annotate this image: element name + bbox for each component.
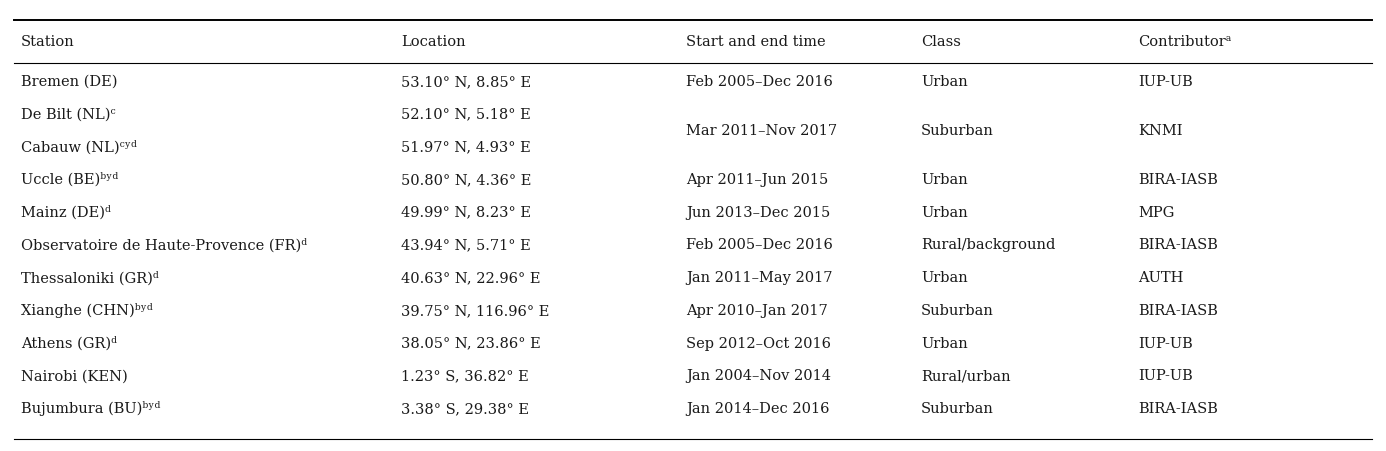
- Text: Urban: Urban: [922, 271, 967, 285]
- Text: Class: Class: [922, 35, 960, 49]
- Text: BIRA-IASB: BIRA-IASB: [1138, 304, 1218, 318]
- Text: Observatoire de Haute-Provence (FR)ᵈ: Observatoire de Haute-Provence (FR)ᵈ: [21, 238, 306, 253]
- Text: KNMI: KNMI: [1138, 124, 1184, 138]
- Text: Mainz (DE)ᵈ: Mainz (DE)ᵈ: [21, 206, 111, 220]
- Text: 50.80° N, 4.36° E: 50.80° N, 4.36° E: [401, 173, 531, 187]
- Text: Jan 2011–May 2017: Jan 2011–May 2017: [686, 271, 833, 285]
- Text: Nairobi (KEN): Nairobi (KEN): [21, 369, 128, 383]
- Text: Contributorᵃ: Contributorᵃ: [1138, 35, 1232, 49]
- Text: 38.05° N, 23.86° E: 38.05° N, 23.86° E: [401, 336, 541, 350]
- Text: 49.99° N, 8.23° E: 49.99° N, 8.23° E: [401, 206, 531, 220]
- Text: Suburban: Suburban: [922, 402, 994, 416]
- Text: Rural/urban: Rural/urban: [922, 369, 1010, 383]
- Text: 40.63° N, 22.96° E: 40.63° N, 22.96° E: [401, 271, 541, 285]
- Text: Cabauw (NL)ᶜʸᵈ: Cabauw (NL)ᶜʸᵈ: [21, 140, 137, 154]
- Text: Station: Station: [21, 35, 75, 49]
- Text: Start and end time: Start and end time: [686, 35, 826, 49]
- Text: Jan 2004–Nov 2014: Jan 2004–Nov 2014: [686, 369, 832, 383]
- Text: Urban: Urban: [922, 75, 967, 89]
- Text: Mar 2011–Nov 2017: Mar 2011–Nov 2017: [686, 124, 837, 138]
- Text: Bujumbura (BU)ᵇʸᵈ: Bujumbura (BU)ᵇʸᵈ: [21, 401, 159, 416]
- Text: MPG: MPG: [1138, 206, 1175, 220]
- Text: Feb 2005–Dec 2016: Feb 2005–Dec 2016: [686, 239, 833, 253]
- Text: Athens (GR)ᵈ: Athens (GR)ᵈ: [21, 336, 116, 351]
- Text: 53.10° N, 8.85° E: 53.10° N, 8.85° E: [401, 75, 531, 89]
- Text: IUP-UB: IUP-UB: [1138, 75, 1193, 89]
- Text: 3.38° S, 29.38° E: 3.38° S, 29.38° E: [401, 402, 529, 416]
- Text: Urban: Urban: [922, 336, 967, 350]
- Text: Sep 2012–Oct 2016: Sep 2012–Oct 2016: [686, 336, 832, 350]
- Text: Thessaloniki (GR)ᵈ: Thessaloniki (GR)ᵈ: [21, 271, 158, 285]
- Text: 52.10° N, 5.18° E: 52.10° N, 5.18° E: [401, 107, 531, 122]
- Text: BIRA-IASB: BIRA-IASB: [1138, 239, 1218, 253]
- Text: Urban: Urban: [922, 173, 967, 187]
- Text: Feb 2005–Dec 2016: Feb 2005–Dec 2016: [686, 75, 833, 89]
- Text: Jan 2014–Dec 2016: Jan 2014–Dec 2016: [686, 402, 830, 416]
- Text: BIRA-IASB: BIRA-IASB: [1138, 402, 1218, 416]
- Text: BIRA-IASB: BIRA-IASB: [1138, 173, 1218, 187]
- Text: Bremen (DE): Bremen (DE): [21, 75, 118, 89]
- Text: IUP-UB: IUP-UB: [1138, 336, 1193, 350]
- Text: 39.75° N, 116.96° E: 39.75° N, 116.96° E: [401, 304, 549, 318]
- Text: 1.23° S, 36.82° E: 1.23° S, 36.82° E: [401, 369, 528, 383]
- Text: 51.97° N, 4.93° E: 51.97° N, 4.93° E: [401, 140, 531, 154]
- Text: Apr 2011–Jun 2015: Apr 2011–Jun 2015: [686, 173, 829, 187]
- Text: Xianghe (CHN)ᵇʸᵈ: Xianghe (CHN)ᵇʸᵈ: [21, 304, 152, 318]
- Text: 43.94° N, 5.71° E: 43.94° N, 5.71° E: [401, 239, 531, 253]
- Text: Rural/background: Rural/background: [922, 239, 1056, 253]
- Text: Suburban: Suburban: [922, 124, 994, 138]
- Text: Uccle (BE)ᵇʸᵈ: Uccle (BE)ᵇʸᵈ: [21, 173, 118, 187]
- Text: Urban: Urban: [922, 206, 967, 220]
- Text: IUP-UB: IUP-UB: [1138, 369, 1193, 383]
- Text: Jun 2013–Dec 2015: Jun 2013–Dec 2015: [686, 206, 830, 220]
- Text: Location: Location: [401, 35, 466, 49]
- Text: De Bilt (NL)ᶜ: De Bilt (NL)ᶜ: [21, 107, 115, 122]
- Text: Apr 2010–Jan 2017: Apr 2010–Jan 2017: [686, 304, 827, 318]
- Text: AUTH: AUTH: [1138, 271, 1184, 285]
- Text: Suburban: Suburban: [922, 304, 994, 318]
